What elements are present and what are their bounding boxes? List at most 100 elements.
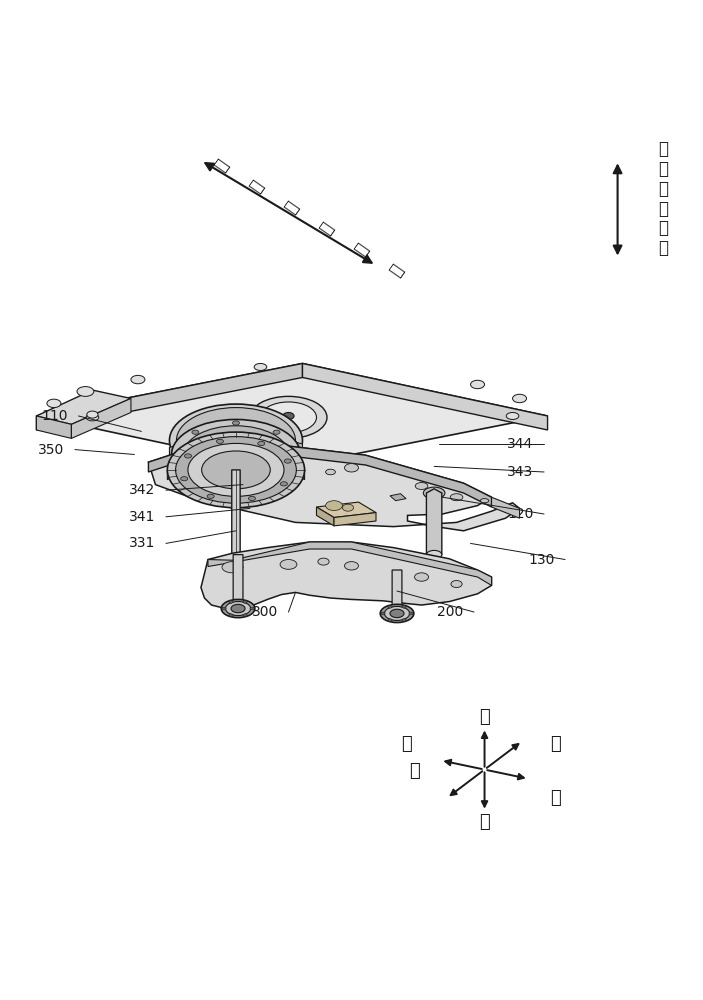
Ellipse shape	[179, 476, 188, 482]
Ellipse shape	[423, 487, 445, 499]
Ellipse shape	[202, 451, 270, 489]
Ellipse shape	[248, 496, 255, 501]
Ellipse shape	[207, 494, 214, 498]
Text: 120: 120	[507, 507, 534, 521]
Ellipse shape	[432, 497, 440, 503]
Text: 后: 后	[550, 789, 561, 807]
Ellipse shape	[47, 399, 61, 408]
Ellipse shape	[231, 604, 245, 613]
Text: 130: 130	[528, 553, 555, 567]
Text: 344: 344	[508, 437, 534, 451]
Ellipse shape	[451, 581, 462, 588]
Ellipse shape	[243, 600, 247, 603]
Ellipse shape	[222, 562, 243, 573]
Polygon shape	[491, 497, 520, 518]
Text: 直: 直	[658, 181, 668, 198]
Ellipse shape	[229, 614, 233, 617]
Text: 下: 下	[479, 708, 490, 726]
Text: 左: 左	[409, 762, 420, 780]
Text: 第: 第	[658, 141, 668, 158]
Polygon shape	[390, 494, 406, 501]
Ellipse shape	[470, 380, 484, 389]
Polygon shape	[148, 441, 520, 531]
Polygon shape	[37, 363, 302, 430]
Ellipse shape	[188, 443, 284, 496]
Ellipse shape	[183, 426, 288, 483]
Ellipse shape	[229, 600, 233, 603]
Text: 线: 线	[658, 201, 668, 218]
Text: 上: 上	[479, 813, 490, 831]
Ellipse shape	[167, 432, 304, 508]
Ellipse shape	[176, 437, 297, 503]
Ellipse shape	[318, 558, 329, 565]
Text: 331: 331	[129, 536, 155, 550]
Polygon shape	[233, 555, 243, 609]
Text: 350: 350	[38, 443, 65, 457]
Ellipse shape	[273, 430, 280, 434]
Ellipse shape	[258, 441, 265, 446]
Ellipse shape	[192, 475, 199, 479]
Ellipse shape	[480, 499, 489, 503]
Ellipse shape	[233, 458, 247, 466]
Text: 右: 右	[550, 735, 561, 753]
Ellipse shape	[402, 605, 406, 608]
Ellipse shape	[131, 375, 145, 384]
Ellipse shape	[217, 439, 224, 443]
Ellipse shape	[169, 404, 302, 477]
Polygon shape	[302, 363, 548, 430]
Ellipse shape	[261, 402, 316, 433]
Ellipse shape	[221, 599, 255, 618]
Ellipse shape	[388, 605, 392, 608]
Ellipse shape	[233, 484, 240, 488]
Text: 343: 343	[508, 465, 534, 479]
Polygon shape	[72, 398, 131, 438]
Ellipse shape	[290, 452, 297, 457]
Ellipse shape	[250, 607, 254, 610]
Ellipse shape	[325, 501, 342, 511]
Ellipse shape	[172, 419, 300, 489]
Ellipse shape	[280, 482, 288, 486]
Polygon shape	[167, 442, 304, 480]
Polygon shape	[316, 502, 376, 518]
Polygon shape	[201, 542, 491, 609]
Text: 341: 341	[129, 510, 155, 524]
Polygon shape	[169, 426, 236, 465]
Ellipse shape	[388, 619, 392, 622]
Text: 向: 向	[212, 157, 232, 175]
Text: 方: 方	[658, 220, 668, 237]
Text: 线: 线	[282, 199, 302, 217]
Ellipse shape	[77, 387, 93, 396]
Ellipse shape	[176, 408, 295, 473]
Ellipse shape	[415, 482, 428, 489]
Text: 二: 二	[352, 241, 372, 259]
Text: 第: 第	[387, 262, 407, 280]
Ellipse shape	[184, 454, 191, 458]
Ellipse shape	[284, 459, 291, 463]
Ellipse shape	[409, 612, 413, 615]
Polygon shape	[208, 542, 491, 585]
Polygon shape	[392, 570, 402, 613]
Ellipse shape	[385, 606, 410, 620]
Polygon shape	[427, 489, 441, 559]
Ellipse shape	[344, 562, 359, 570]
Ellipse shape	[506, 412, 519, 419]
Ellipse shape	[381, 612, 385, 615]
Ellipse shape	[390, 609, 404, 618]
Text: 方: 方	[247, 178, 267, 196]
Polygon shape	[37, 390, 131, 424]
Ellipse shape	[342, 504, 354, 511]
Polygon shape	[37, 363, 548, 468]
Polygon shape	[37, 416, 72, 438]
Ellipse shape	[450, 494, 463, 501]
Ellipse shape	[402, 619, 406, 622]
Text: 直: 直	[317, 220, 337, 238]
Ellipse shape	[344, 464, 359, 472]
Ellipse shape	[222, 607, 226, 610]
Polygon shape	[148, 441, 491, 507]
Ellipse shape	[175, 452, 182, 457]
Ellipse shape	[243, 614, 247, 617]
Ellipse shape	[181, 477, 188, 481]
Ellipse shape	[273, 475, 280, 479]
Ellipse shape	[250, 396, 327, 438]
Text: 200: 200	[437, 605, 463, 619]
